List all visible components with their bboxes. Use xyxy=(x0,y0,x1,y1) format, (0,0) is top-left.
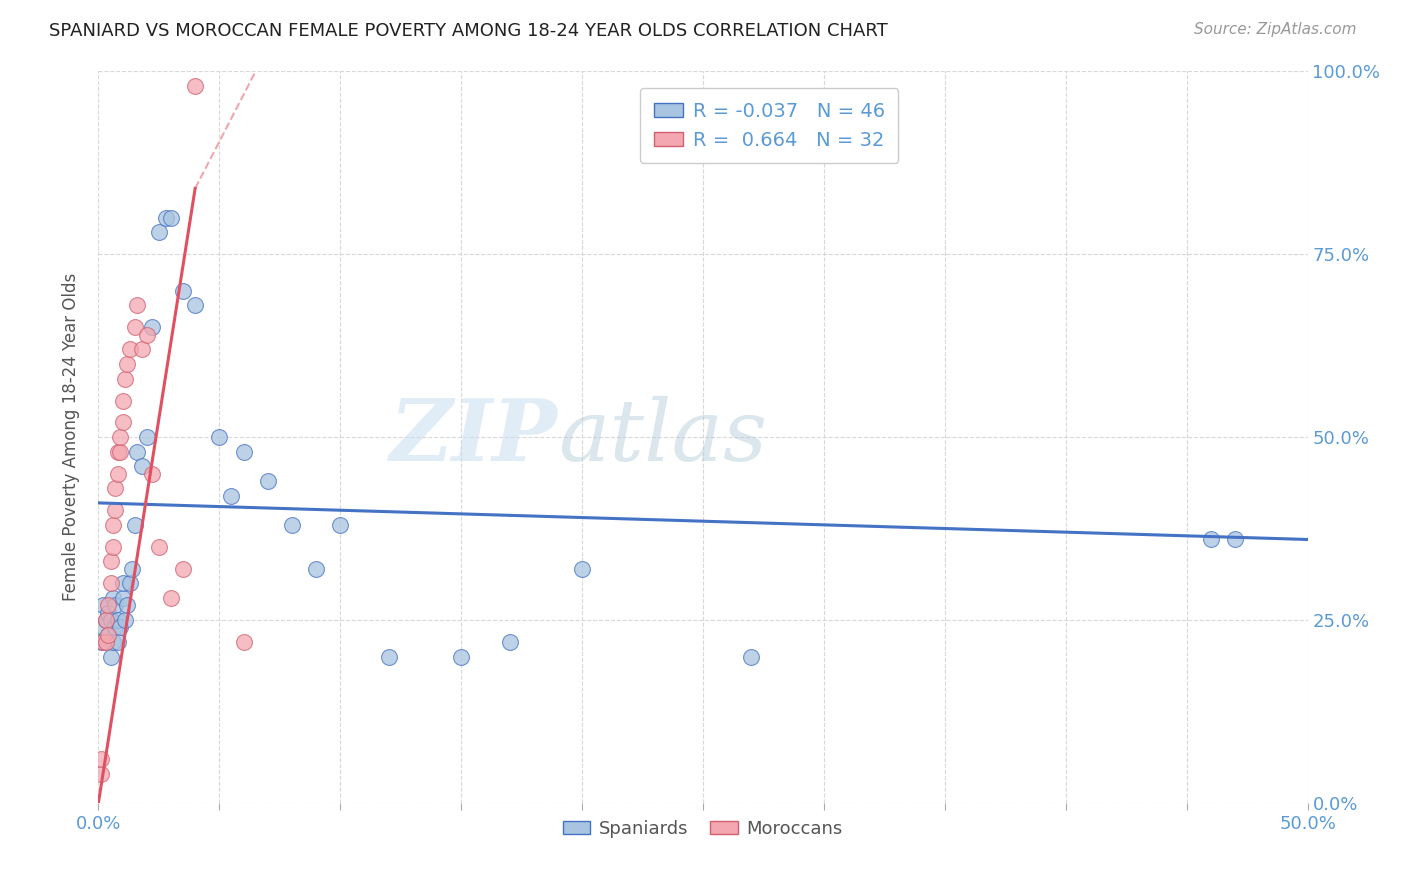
Point xyxy=(377,649,399,664)
Point xyxy=(117,599,139,613)
Point xyxy=(118,576,141,591)
Point xyxy=(114,613,136,627)
Point xyxy=(91,635,114,649)
Point xyxy=(450,649,472,664)
Point xyxy=(97,627,120,641)
Point xyxy=(172,562,194,576)
Point xyxy=(1223,533,1246,547)
Point xyxy=(127,298,149,312)
Point xyxy=(91,599,114,613)
Point xyxy=(571,562,593,576)
Point xyxy=(94,613,117,627)
Point xyxy=(91,620,114,634)
Point xyxy=(232,635,254,649)
Point xyxy=(135,327,157,342)
Point xyxy=(498,635,520,649)
Point xyxy=(305,562,328,576)
Point xyxy=(740,649,762,664)
Point xyxy=(100,554,122,568)
Point xyxy=(184,78,207,93)
Point xyxy=(131,343,153,357)
Point xyxy=(101,591,124,605)
Point xyxy=(104,620,127,634)
Point xyxy=(160,211,183,225)
Point xyxy=(117,357,139,371)
Point xyxy=(90,635,112,649)
Point xyxy=(94,613,117,627)
Point xyxy=(108,430,131,444)
Point xyxy=(104,599,127,613)
Legend: R = -0.037   N = 46, R =  0.664   N = 32: R = -0.037 N = 46, R = 0.664 N = 32 xyxy=(640,88,898,163)
Point xyxy=(148,540,170,554)
Point xyxy=(221,489,243,503)
Point xyxy=(100,649,122,664)
Point xyxy=(107,444,129,458)
Y-axis label: Female Poverty Among 18-24 Year Olds: Female Poverty Among 18-24 Year Olds xyxy=(62,273,80,601)
Point xyxy=(111,591,134,605)
Point xyxy=(155,211,177,225)
Point xyxy=(94,635,117,649)
Point xyxy=(141,320,163,334)
Point xyxy=(94,635,117,649)
Point xyxy=(90,752,112,766)
Point xyxy=(111,416,134,430)
Point xyxy=(107,467,129,481)
Point xyxy=(101,517,124,532)
Point xyxy=(148,225,170,239)
Point xyxy=(329,517,352,532)
Point xyxy=(184,298,207,312)
Point xyxy=(135,430,157,444)
Point xyxy=(97,599,120,613)
Point xyxy=(108,620,131,634)
Point xyxy=(100,613,122,627)
Point xyxy=(141,467,163,481)
Point xyxy=(256,474,278,488)
Point xyxy=(104,503,127,517)
Point xyxy=(90,766,112,780)
Point xyxy=(131,459,153,474)
Point xyxy=(118,343,141,357)
Point xyxy=(107,635,129,649)
Text: atlas: atlas xyxy=(558,396,768,478)
Point xyxy=(108,444,131,458)
Point xyxy=(172,284,194,298)
Point xyxy=(208,430,231,444)
Text: SPANIARD VS MOROCCAN FEMALE POVERTY AMONG 18-24 YEAR OLDS CORRELATION CHART: SPANIARD VS MOROCCAN FEMALE POVERTY AMON… xyxy=(49,22,889,40)
Point xyxy=(101,540,124,554)
Point xyxy=(100,576,122,591)
Point xyxy=(114,371,136,385)
Point xyxy=(281,517,304,532)
Point xyxy=(1199,533,1222,547)
Point xyxy=(160,591,183,605)
Point xyxy=(121,562,143,576)
Point xyxy=(124,517,146,532)
Point xyxy=(111,576,134,591)
Point xyxy=(107,613,129,627)
Point xyxy=(127,444,149,458)
Point xyxy=(97,627,120,641)
Point xyxy=(232,444,254,458)
Point xyxy=(104,481,127,495)
Point xyxy=(111,393,134,408)
Point xyxy=(97,606,120,620)
Point xyxy=(124,320,146,334)
Point xyxy=(101,635,124,649)
Text: Source: ZipAtlas.com: Source: ZipAtlas.com xyxy=(1194,22,1357,37)
Text: ZIP: ZIP xyxy=(389,395,558,479)
